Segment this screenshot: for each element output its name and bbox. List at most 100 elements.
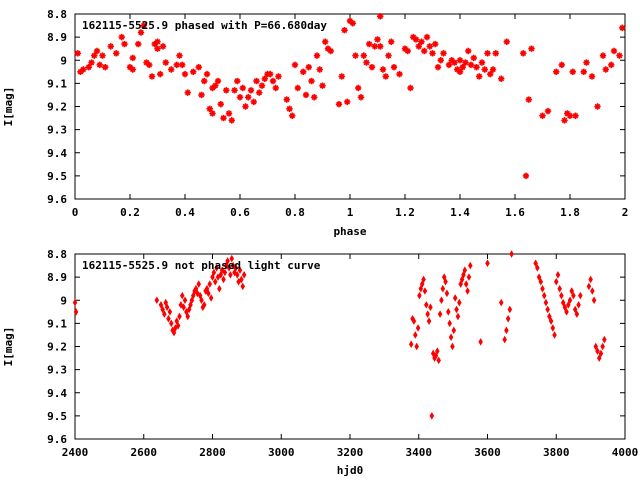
data-point [509,250,514,258]
data-point [559,291,564,300]
data-point [439,296,444,305]
data-point [379,66,387,73]
data-point [426,43,433,50]
y-tick-label: 9.6 [47,433,67,446]
data-point [422,287,428,295]
data-point [223,87,230,94]
data-point [492,50,499,57]
data-point [137,29,145,36]
data-point [459,63,466,71]
data-point [458,280,463,288]
data-point [178,301,184,309]
data-point [432,40,439,48]
data-point [236,277,241,286]
data-point [525,96,532,103]
data-point [286,105,293,113]
data-point [245,94,252,101]
data-point [564,110,571,117]
data-point [560,298,566,307]
data-point [195,63,202,71]
data-point [441,273,447,281]
data-point [184,308,189,316]
phased-light-curve-panel: 0 0.2 0.4 0.6 0.8 1 1.2 1.4 1.6 1.8 2 8.8 8.9 9 9.1 9.2… [2,8,628,238]
data-point [366,40,373,48]
data-point [74,50,81,57]
data-point [154,296,160,305]
data-point [206,289,211,298]
data-point [558,61,565,69]
y-tick-label: 9.2 [47,101,67,114]
data-point [226,264,232,272]
data-point [440,284,446,293]
data-point [198,91,205,99]
data-point [388,38,395,45]
x-tick-label: 4000 [612,446,639,459]
data-point [419,280,425,288]
x-tick-label: 1 [347,206,354,219]
data-point [451,326,457,335]
data-point [93,47,101,55]
data-point [166,314,171,323]
data-point [250,98,257,106]
data-point [536,273,542,281]
data-point [220,114,227,122]
data-point [466,273,472,281]
data-point [414,342,419,351]
data-point [363,59,370,66]
data-point [468,261,473,270]
data-point [168,319,174,328]
y-tick-label: 8.9 [47,31,67,44]
data-point [129,66,136,73]
data-point [602,66,609,73]
data-point [164,303,170,311]
data-point [498,75,505,82]
data-point [177,312,182,321]
data-point [390,63,398,71]
data-point [415,43,422,50]
data-point [545,305,550,314]
data-point [201,301,207,309]
data-point [429,412,435,420]
chart-title: 162115-5525.9 not phased light curve [82,259,321,272]
data-point [434,63,442,71]
data-point [596,354,602,362]
data-point [608,61,615,69]
data-point [437,57,444,64]
data-point [223,261,229,270]
data-point [446,308,451,316]
data-point [429,50,436,57]
data-point [478,338,483,346]
data-point [456,57,464,64]
data-point [619,24,626,32]
data-point [411,317,417,325]
data-point [401,45,409,52]
y-tick-label: 9.2 [47,341,67,354]
y-tick-label: 8.9 [47,271,67,284]
data-point [520,50,527,57]
data-point [426,317,432,325]
data-point [338,73,345,80]
data-point [247,87,255,94]
data-point [355,84,362,92]
data-point [311,94,318,101]
data-point [541,291,547,300]
data-point [595,347,600,355]
data-point [294,84,301,92]
data-point [382,73,389,80]
data-point [371,43,378,50]
data-point [167,308,173,316]
data-point [588,275,593,284]
data-point [440,50,447,57]
data-point [457,298,462,307]
x-tick-label: 2 [622,206,629,219]
data-point [179,291,185,300]
x-tick-label: 2600 [131,446,158,459]
data-point [129,54,136,62]
y-tick-label: 9 [60,294,67,307]
data-point [484,50,491,57]
data-point [221,275,226,284]
data-point [212,82,219,89]
y-tick-label: 9.3 [47,364,67,377]
data-point [448,333,454,342]
data-point [404,47,411,55]
